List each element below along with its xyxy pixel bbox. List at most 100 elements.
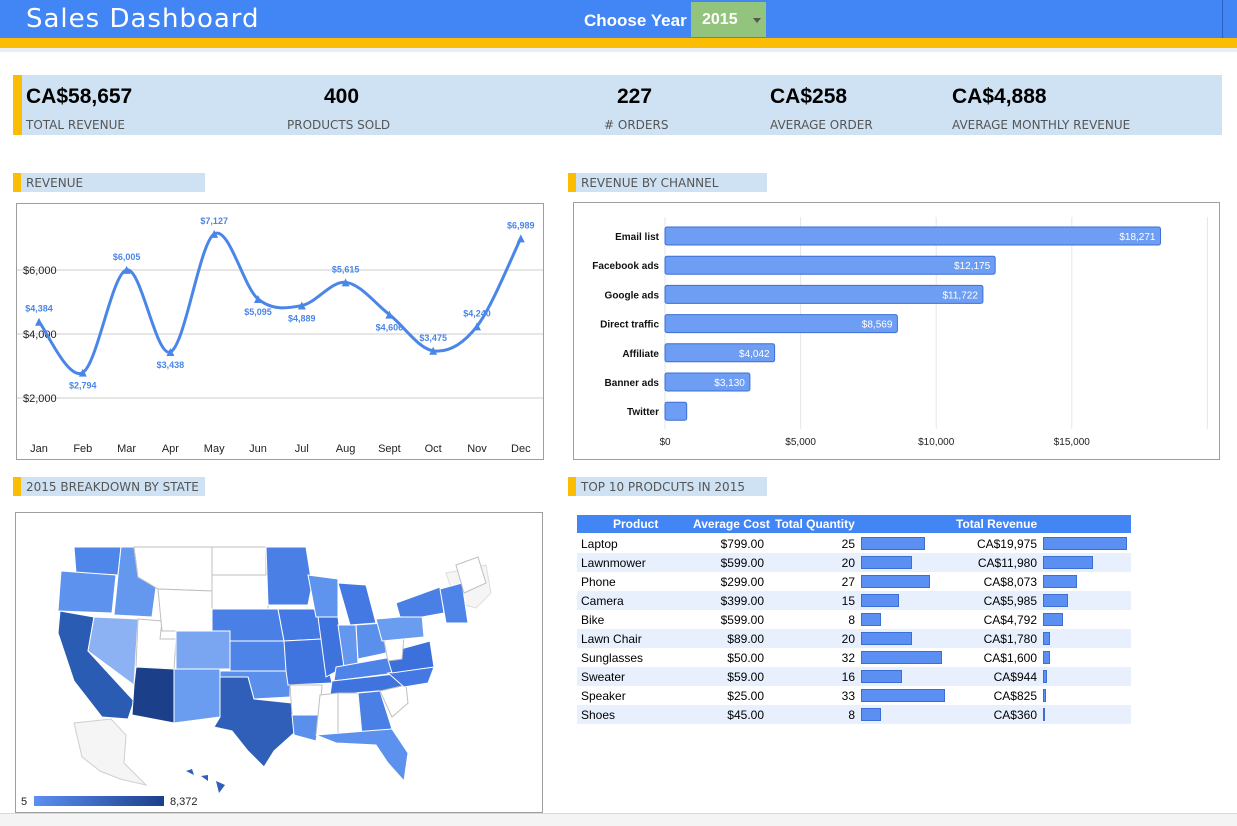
state-south-dakota — [211, 574, 269, 610]
category-label: Twitter — [627, 407, 659, 418]
revenue-point[interactable] — [473, 322, 481, 331]
kpi-orders-label: # ORDERS — [604, 118, 669, 132]
x-tick-label: $10,000 — [918, 437, 955, 448]
product-name: Shoes — [581, 708, 616, 722]
total-revenue: CA$360 — [993, 708, 1037, 722]
revenue-point[interactable] — [516, 234, 525, 243]
kpi-total-revenue-label: TOTAL REVENUE — [26, 118, 125, 132]
table-row[interactable]: Sweater $59.00 16 CA$944 — [577, 667, 1131, 686]
col-total-quantity[interactable]: Total Quantity — [775, 517, 855, 531]
product-name: Lawnmower — [581, 556, 646, 570]
map-legend-max: 8,372 — [170, 796, 198, 808]
revenue-point[interactable] — [122, 265, 131, 274]
col-product[interactable]: Product — [613, 517, 659, 531]
state-south-carolina — [379, 684, 409, 718]
revenue-point[interactable] — [385, 310, 394, 319]
quantity-bar — [861, 708, 881, 721]
revenue-line-chart: $2,000 $4,000 $6,000 $4,384 Jan $2,794 Feb $6,0… — [17, 216, 543, 455]
data-label: $4,889 — [288, 314, 316, 324]
channel-bar[interactable] — [664, 226, 1162, 246]
state-kansas — [229, 640, 287, 672]
table-row[interactable]: Sunglasses $50.00 32 CA$1,600 — [577, 648, 1131, 667]
table-row[interactable]: Speaker $25.00 33 CA$825 — [577, 686, 1131, 705]
revenue-bar — [1043, 632, 1050, 645]
revenue-point[interactable] — [35, 317, 43, 326]
average-cost: $299.00 — [720, 575, 764, 589]
x-tick-label: Jul — [295, 443, 309, 455]
revenue-point[interactable] — [429, 346, 438, 355]
product-name: Sunglasses — [581, 651, 644, 665]
state-oregon — [57, 570, 117, 614]
channel-bar[interactable] — [664, 314, 898, 334]
total-quantity: 33 — [841, 689, 855, 703]
channel-bar[interactable] — [664, 343, 776, 363]
table-row[interactable]: Lawn Chair $89.00 20 CA$1,780 — [577, 629, 1131, 648]
col-average-cost[interactable]: Average Cost — [693, 517, 770, 531]
total-quantity: 15 — [841, 594, 855, 608]
quantity-bar — [861, 670, 902, 683]
data-label: $6,989 — [507, 220, 535, 230]
col-total-revenue[interactable]: Total Revenue — [956, 517, 1038, 531]
section-state: 2015 BREAKDOWN BY STATE — [13, 477, 205, 496]
average-cost: $599.00 — [720, 613, 764, 627]
table-row[interactable]: Camera $399.00 15 CA$5,985 — [577, 591, 1131, 610]
divider — [0, 48, 1237, 52]
alaska-shape — [73, 718, 148, 786]
table-row[interactable]: Bike $599.00 8 CA$4,792 — [577, 610, 1131, 629]
section-state-title: 2015 BREAKDOWN BY STATE — [26, 480, 199, 494]
state-maine — [455, 556, 487, 594]
quantity-bar — [861, 632, 912, 645]
x-tick-label: Sept — [378, 443, 401, 455]
state-mississippi — [315, 692, 339, 736]
revenue-point[interactable] — [210, 229, 219, 238]
sheet-tab-bar — [0, 813, 1237, 826]
channel-chart-panel: $0 $5,000 $10,000 $15,000 Email list $18,271 F… — [573, 202, 1220, 460]
total-revenue: CA$5,985 — [983, 594, 1037, 608]
section-accent — [568, 477, 576, 496]
average-cost: $50.00 — [727, 651, 764, 665]
average-cost: $59.00 — [727, 670, 764, 684]
year-value: 2015 — [702, 11, 738, 28]
section-top10-title: TOP 10 PRODCUTS IN 2015 — [581, 480, 745, 494]
bar-value-label: $4,042 — [739, 349, 770, 360]
table-row[interactable]: Laptop $799.00 25 CA$19,975 — [577, 534, 1131, 553]
year-dropdown[interactable]: 2015 — [691, 2, 766, 37]
state-colorado — [175, 630, 231, 670]
revenue-bar — [1043, 689, 1046, 702]
quantity-bar — [861, 689, 945, 702]
product-name: Lawn Chair — [581, 632, 642, 646]
revenue-bar — [1043, 594, 1068, 607]
table-row[interactable]: Phone $299.00 27 CA$8,073 — [577, 572, 1131, 591]
revenue-point[interactable] — [254, 294, 262, 303]
section-revenue-title: REVENUE — [26, 176, 84, 190]
x-tick-label: Jan — [30, 443, 48, 455]
channel-bar[interactable] — [664, 284, 984, 304]
state-florida — [315, 728, 409, 783]
total-revenue: CA$825 — [993, 689, 1037, 703]
product-name: Sweater — [581, 670, 626, 684]
section-accent — [568, 173, 576, 192]
state-new-england — [439, 582, 469, 624]
kpi-avg-monthly-revenue-label: AVERAGE MONTHLY REVENUE — [952, 118, 1131, 132]
x-tick-label: $0 — [659, 437, 671, 448]
revenue-point[interactable] — [78, 368, 87, 377]
chevron-down-icon[interactable] — [753, 18, 761, 23]
data-label: $2,794 — [69, 381, 97, 391]
category-label: Affiliate — [622, 349, 659, 360]
header-edge — [1222, 0, 1237, 38]
channel-bar[interactable] — [664, 372, 751, 392]
revenue-point[interactable] — [297, 301, 306, 310]
revenue-bar — [1043, 575, 1077, 588]
table-row[interactable]: Shoes $45.00 8 CA$360 — [577, 705, 1131, 724]
header-bar: Sales Dashboard Choose Year 2015 — [0, 0, 1237, 38]
revenue-bar — [1043, 556, 1093, 569]
channel-bar[interactable] — [664, 401, 688, 421]
revenue-point[interactable] — [166, 347, 175, 356]
revenue-point[interactable] — [341, 278, 350, 287]
total-quantity: 20 — [841, 632, 855, 646]
table-row[interactable]: Lawnmower $599.00 20 CA$11,980 — [577, 553, 1131, 572]
channel-bar[interactable] — [664, 255, 996, 275]
average-cost: $25.00 — [727, 689, 764, 703]
x-tick-label: Feb — [73, 443, 92, 455]
kpi-average-order-label: AVERAGE ORDER — [770, 118, 873, 132]
